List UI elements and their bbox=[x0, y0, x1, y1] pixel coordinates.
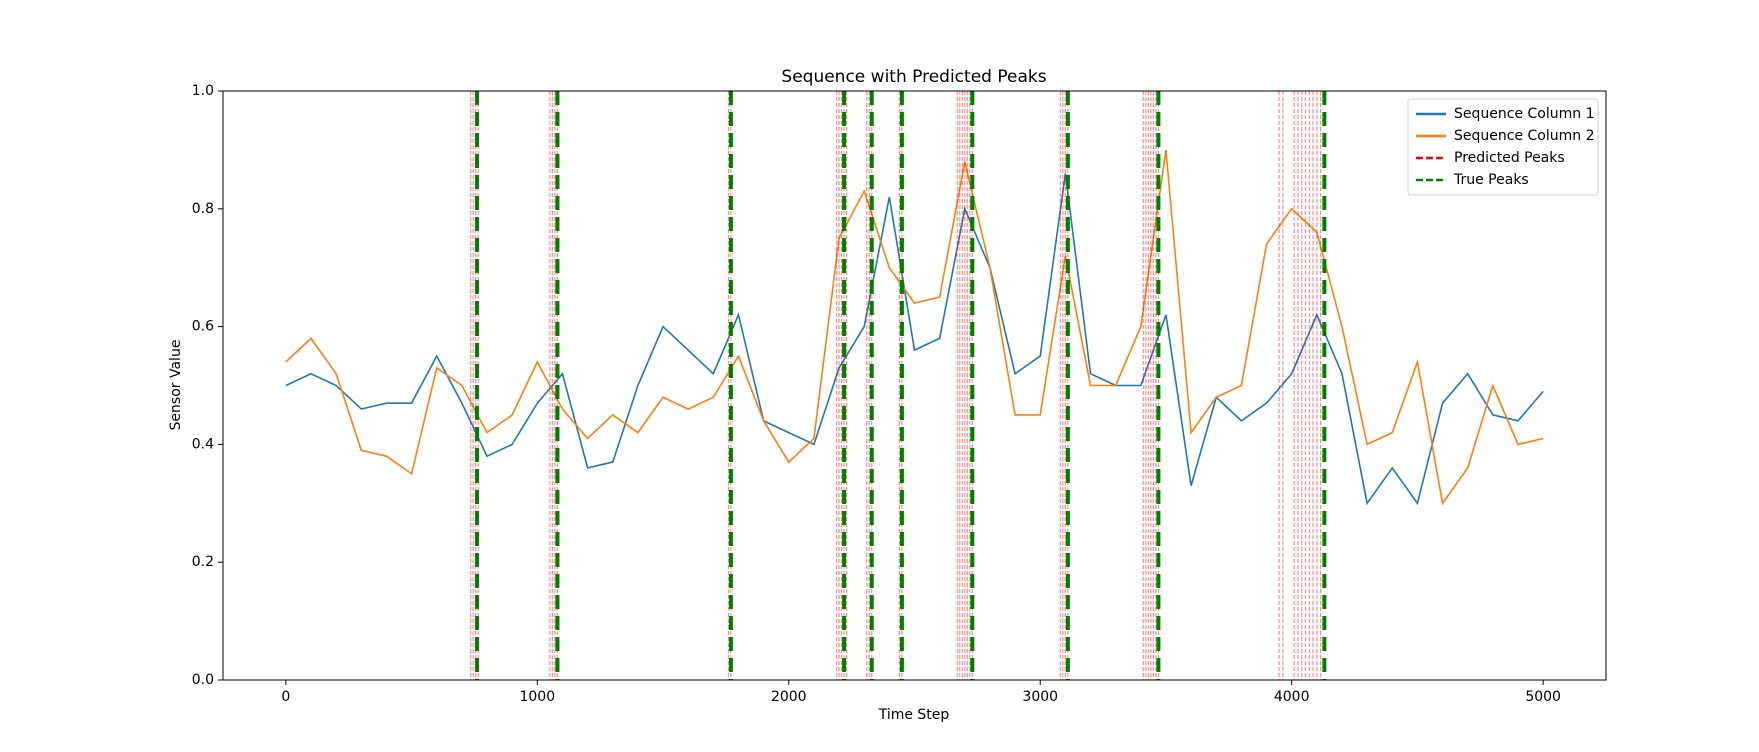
y-tick-label: 0.0 bbox=[192, 672, 214, 688]
axes-frame bbox=[222, 90, 1607, 681]
legend-box bbox=[1407, 98, 1599, 196]
legend-label: Sequence Column 1 bbox=[1454, 106, 1594, 122]
x-tick-label: 2000 bbox=[771, 689, 807, 705]
x-tick-label: 1000 bbox=[519, 689, 555, 705]
y-tick-label: 0.4 bbox=[192, 436, 214, 452]
x-tick-label: 3000 bbox=[1022, 689, 1058, 705]
x-axis-label: Time Step bbox=[878, 707, 950, 723]
y-axis-label: Sensor Value bbox=[168, 340, 184, 431]
y-tick-label: 0.2 bbox=[192, 554, 214, 570]
data-line bbox=[285, 173, 1544, 506]
y-tick-label: 1.0 bbox=[192, 83, 214, 99]
legend-label: True Peaks bbox=[1453, 172, 1529, 188]
data-line bbox=[285, 149, 1544, 506]
x-tick-label: 5000 bbox=[1525, 689, 1561, 705]
y-tick-label: 0.8 bbox=[192, 201, 214, 217]
y-tick-label: 0.6 bbox=[192, 319, 214, 335]
legend-label: Sequence Column 2 bbox=[1454, 128, 1594, 144]
chart-title: Sequence with Predicted Peaks bbox=[781, 67, 1046, 87]
legend-label: Predicted Peaks bbox=[1454, 150, 1565, 166]
x-tick-label: 0 bbox=[281, 689, 290, 705]
x-tick-label: 4000 bbox=[1274, 689, 1310, 705]
